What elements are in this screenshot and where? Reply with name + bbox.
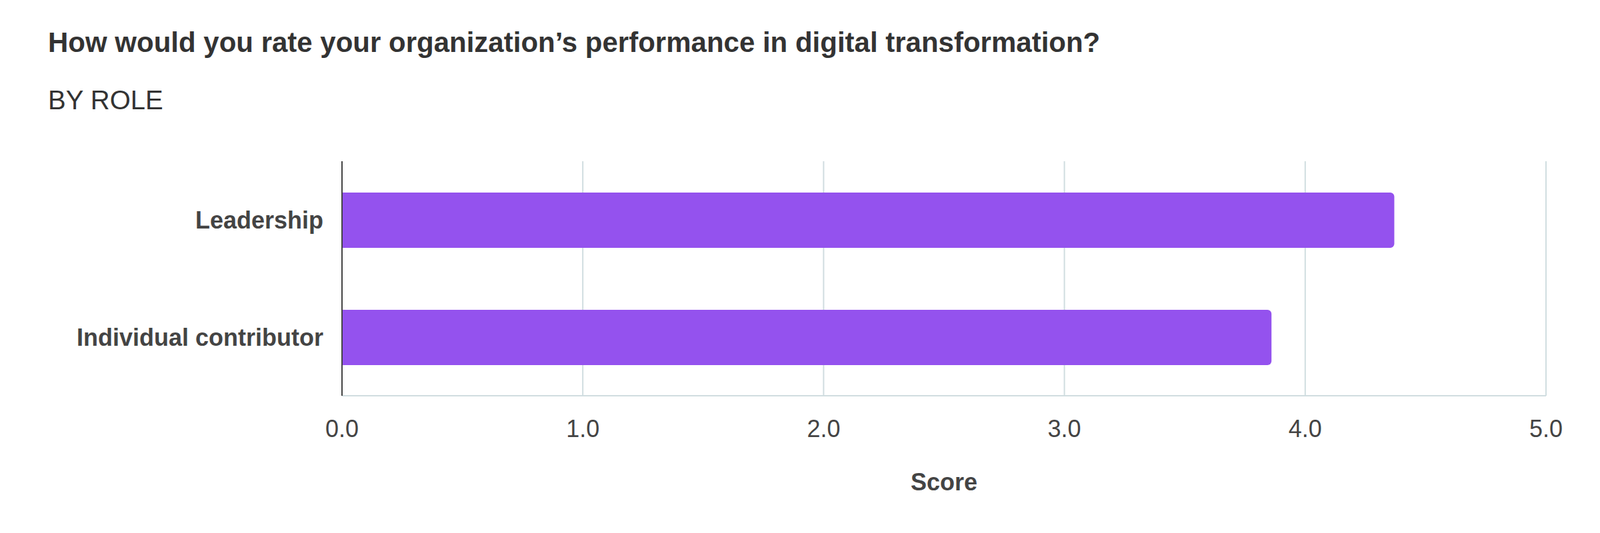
svg-text:Individual contributor: Individual contributor — [76, 324, 324, 352]
svg-text:2.0: 2.0 — [806, 415, 840, 443]
svg-text:1.0: 1.0 — [566, 415, 600, 443]
svg-text:Score: Score — [910, 468, 978, 496]
svg-text:5.0: 5.0 — [1529, 415, 1563, 443]
svg-text:0.0: 0.0 — [325, 415, 359, 443]
svg-text:Leadership: Leadership — [195, 206, 324, 234]
html-text:BY ROLE: BY ROLE — [48, 85, 164, 115]
svg-text:4.0: 4.0 — [1288, 415, 1322, 443]
html-text:How would you rate your organi: How would you rate your organization’s p… — [48, 26, 1101, 58]
svg-text:3.0: 3.0 — [1048, 415, 1082, 443]
